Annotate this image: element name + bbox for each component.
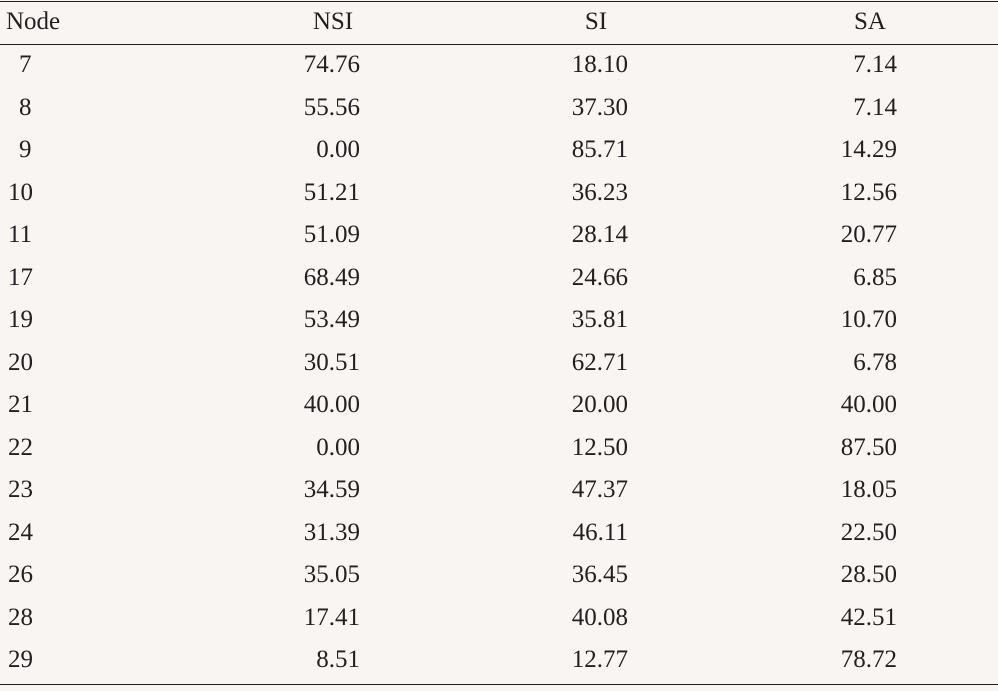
value-cell: 78.72 bbox=[840, 646, 897, 673]
value-cell: 47.37 bbox=[571, 476, 628, 503]
value-cell: 18.10 bbox=[571, 51, 628, 78]
header-cell: Node bbox=[6, 8, 61, 35]
value-cell: 37.30 bbox=[571, 93, 628, 121]
node-cell: 10 bbox=[8, 178, 33, 206]
value-cell: 8.51 bbox=[316, 646, 360, 673]
value-cell: 31.39 bbox=[303, 518, 360, 546]
value-cell: 24.66 bbox=[571, 263, 628, 291]
bottom-rule bbox=[0, 684, 998, 685]
value-cell: 51.21 bbox=[303, 178, 360, 206]
value-cell: 36.23 bbox=[571, 178, 628, 206]
node-cell: 29 bbox=[8, 646, 33, 673]
node-cell: 20 bbox=[8, 348, 33, 376]
value-cell: 34.59 bbox=[303, 476, 360, 503]
node-cell: 23 bbox=[8, 476, 33, 503]
node-cell: 19 bbox=[8, 306, 33, 333]
node-cell: 24 bbox=[8, 518, 33, 546]
node-cell: 17 bbox=[8, 263, 33, 291]
header-rule bbox=[0, 44, 998, 45]
value-cell: 18.05 bbox=[840, 476, 897, 503]
node-cell: 7 bbox=[19, 51, 32, 78]
value-cell: 40.00 bbox=[303, 391, 360, 418]
value-cell: 35.05 bbox=[303, 561, 360, 588]
value-cell: 6.78 bbox=[853, 348, 897, 376]
node-cell: 11 bbox=[8, 221, 33, 248]
value-cell: 0.00 bbox=[316, 433, 360, 461]
header-cell: SI bbox=[584, 8, 608, 35]
value-cell: 87.50 bbox=[840, 433, 897, 461]
value-cell: 12.56 bbox=[840, 178, 897, 206]
value-cell: 22.50 bbox=[840, 518, 897, 546]
value-cell: 12.50 bbox=[571, 433, 628, 461]
node-cell: 8 bbox=[19, 93, 32, 121]
header-cell: SA bbox=[854, 8, 886, 35]
value-cell: 36.45 bbox=[571, 561, 628, 588]
value-cell: 40.08 bbox=[571, 603, 628, 631]
value-cell: 17.41 bbox=[303, 603, 360, 631]
value-cell: 42.51 bbox=[840, 603, 897, 631]
value-cell: 68.49 bbox=[303, 263, 360, 291]
value-cell: 46.11 bbox=[572, 518, 628, 546]
value-cell: 10.70 bbox=[840, 306, 897, 333]
value-cell: 12.77 bbox=[571, 646, 628, 673]
value-cell: 0.00 bbox=[316, 136, 360, 163]
node-cell: 9 bbox=[19, 136, 32, 163]
value-cell: 40.00 bbox=[840, 391, 897, 418]
value-cell: 35.81 bbox=[571, 306, 628, 333]
node-cell: 21 bbox=[8, 391, 33, 418]
value-cell: 53.49 bbox=[303, 306, 360, 333]
value-cell: 85.71 bbox=[571, 136, 628, 163]
value-cell: 28.50 bbox=[840, 561, 897, 588]
value-cell: 20.00 bbox=[571, 391, 628, 418]
value-cell: 14.29 bbox=[840, 136, 897, 163]
value-cell: 28.14 bbox=[571, 221, 628, 248]
node-cell: 26 bbox=[8, 561, 33, 588]
value-cell: 7.14 bbox=[853, 51, 897, 78]
value-cell: 7.14 bbox=[853, 93, 897, 121]
value-cell: 30.51 bbox=[303, 348, 360, 376]
value-cell: 62.71 bbox=[571, 348, 628, 376]
value-cell: 20.77 bbox=[840, 221, 897, 248]
value-cell: 6.85 bbox=[853, 263, 897, 291]
value-cell: 55.56 bbox=[303, 93, 360, 121]
value-cell: 51.09 bbox=[303, 221, 360, 248]
node-cell: 28 bbox=[8, 603, 33, 631]
node-cell: 22 bbox=[8, 433, 33, 461]
top-rule bbox=[0, 1, 998, 2]
header-cell: NSI bbox=[312, 8, 354, 35]
value-cell: 74.76 bbox=[303, 51, 360, 78]
